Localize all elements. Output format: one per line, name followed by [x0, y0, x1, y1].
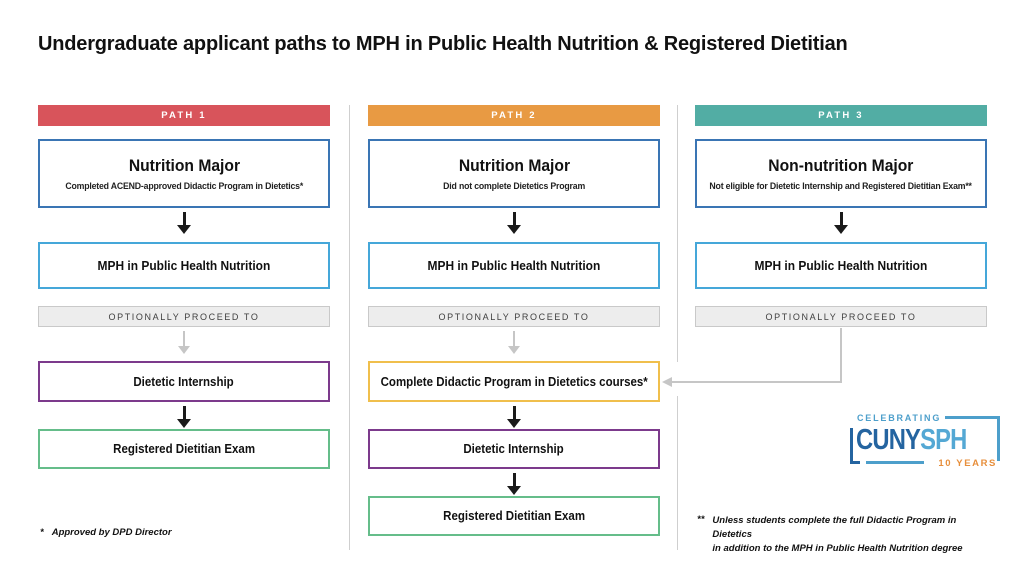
arrow-down-icon: [834, 212, 848, 234]
logo-bracket-top: [945, 416, 1000, 419]
path-3-optional-bar: OPTIONALLY PROCEED TO: [695, 306, 987, 327]
arrow-down-icon: [507, 406, 521, 428]
footnote-line-1: Unless students complete the full Didact…: [712, 515, 957, 540]
logo-bracket-left: [850, 428, 853, 464]
mph-label: MPH in Public Health Nutrition: [427, 258, 601, 273]
arrow-down-icon: [507, 212, 521, 234]
column-divider: [349, 105, 350, 550]
gray-arrow-down-icon: [508, 331, 520, 354]
elbow-connector-vertical: [840, 328, 842, 383]
arrow-down-icon: [177, 212, 191, 234]
step-label: Registered Dietitian Exam: [113, 442, 255, 456]
arrow-left-icon: [662, 377, 672, 387]
footnote-left: * Approved by DPD Director: [40, 527, 172, 538]
footnote-line-2: in addition to the MPH in Public Health …: [712, 542, 963, 554]
mph-label: MPH in Public Health Nutrition: [97, 258, 271, 273]
major-title: Nutrition Major: [458, 155, 570, 175]
path-3-header: PATH 3: [695, 105, 987, 126]
logo-cuny-text: CUNY: [856, 424, 921, 456]
path-1-internship-box: Dietetic Internship: [38, 361, 330, 402]
path-3-column: PATH 3 Non-nutrition Major Not eligible …: [695, 105, 987, 545]
major-title: Non-nutrition Major: [768, 155, 914, 175]
footnote-text: Approved by DPD Director: [51, 527, 172, 538]
logo-bracket-left-foot: [850, 461, 860, 464]
gray-arrow-down-icon: [178, 331, 190, 354]
logo-ten-years-label: 10 YEARS: [938, 458, 997, 469]
footnote-text: Unless students complete the full Didact…: [712, 514, 997, 555]
optional-label: OPTIONALLY PROCEED TO: [438, 311, 590, 322]
step-label: Dietetic Internship: [463, 442, 565, 456]
path-3-non-nutrition-major-box: Non-nutrition Major Not eligible for Die…: [695, 139, 987, 208]
path-2-exam-box: Registered Dietitian Exam: [368, 496, 660, 536]
path-1-exam-box: Registered Dietitian Exam: [38, 429, 330, 469]
path-2-didactic-box: Complete Didactic Program in Dietetics c…: [368, 361, 660, 402]
footnote-marker: **: [697, 514, 705, 525]
path-1-nutrition-major-box: Nutrition Major Completed ACEND-approved…: [38, 139, 330, 208]
logo-celebrating-label: CELEBRATING: [857, 413, 942, 423]
footnote-marker: *: [40, 527, 44, 538]
path-1-header: PATH 1: [38, 105, 330, 126]
optional-label: OPTIONALLY PROCEED TO: [765, 311, 917, 322]
column-divider: [677, 105, 678, 362]
path-2-optional-bar: OPTIONALLY PROCEED TO: [368, 306, 660, 327]
column-divider: [677, 396, 678, 550]
logo-bracket-bottom: [866, 461, 924, 464]
path-1-mph-box: MPH in Public Health Nutrition: [38, 242, 330, 289]
footnote-right: ** Unless students complete the full Did…: [697, 514, 997, 555]
step-label: Registered Dietitian Exam: [443, 509, 585, 523]
path-2-mph-box: MPH in Public Health Nutrition: [368, 242, 660, 289]
path-1-optional-bar: OPTIONALLY PROCEED TO: [38, 306, 330, 327]
path-2-header: PATH 2: [368, 105, 660, 126]
step-label: Dietetic Internship: [133, 374, 235, 389]
path-2-nutrition-major-box: Nutrition Major Did not complete Dieteti…: [368, 139, 660, 208]
major-subtitle: Completed ACEND-approved Didactic Progra…: [65, 180, 303, 192]
mph-label: MPH in Public Health Nutrition: [754, 258, 928, 273]
cuny-sph-logo: CELEBRATING CUNYSPH 10 YEARS: [850, 413, 1000, 477]
logo-wordmark: CUNYSPH: [856, 424, 967, 457]
arrow-down-icon: [177, 406, 191, 428]
major-subtitle: Not eligible for Dietetic Internship and…: [709, 180, 973, 192]
page-title: Undergraduate applicant paths to MPH in …: [38, 33, 848, 55]
arrow-down-icon: [507, 473, 521, 495]
optional-label: OPTIONALLY PROCEED TO: [108, 311, 260, 322]
path-1-column: PATH 1 Nutrition Major Completed ACEND-a…: [38, 105, 330, 545]
elbow-connector-horizontal: [671, 381, 842, 383]
major-title: Nutrition Major: [128, 155, 240, 175]
path-2-column: PATH 2 Nutrition Major Did not complete …: [368, 105, 660, 545]
step-label: Complete Didactic Program in Dietetics c…: [380, 374, 648, 389]
major-subtitle: Did not complete Dietetics Program: [443, 180, 585, 192]
logo-sph-text: SPH: [920, 424, 967, 456]
logo-bracket-right: [997, 416, 1000, 461]
path-3-mph-box: MPH in Public Health Nutrition: [695, 242, 987, 289]
path-2-internship-box: Dietetic Internship: [368, 429, 660, 469]
